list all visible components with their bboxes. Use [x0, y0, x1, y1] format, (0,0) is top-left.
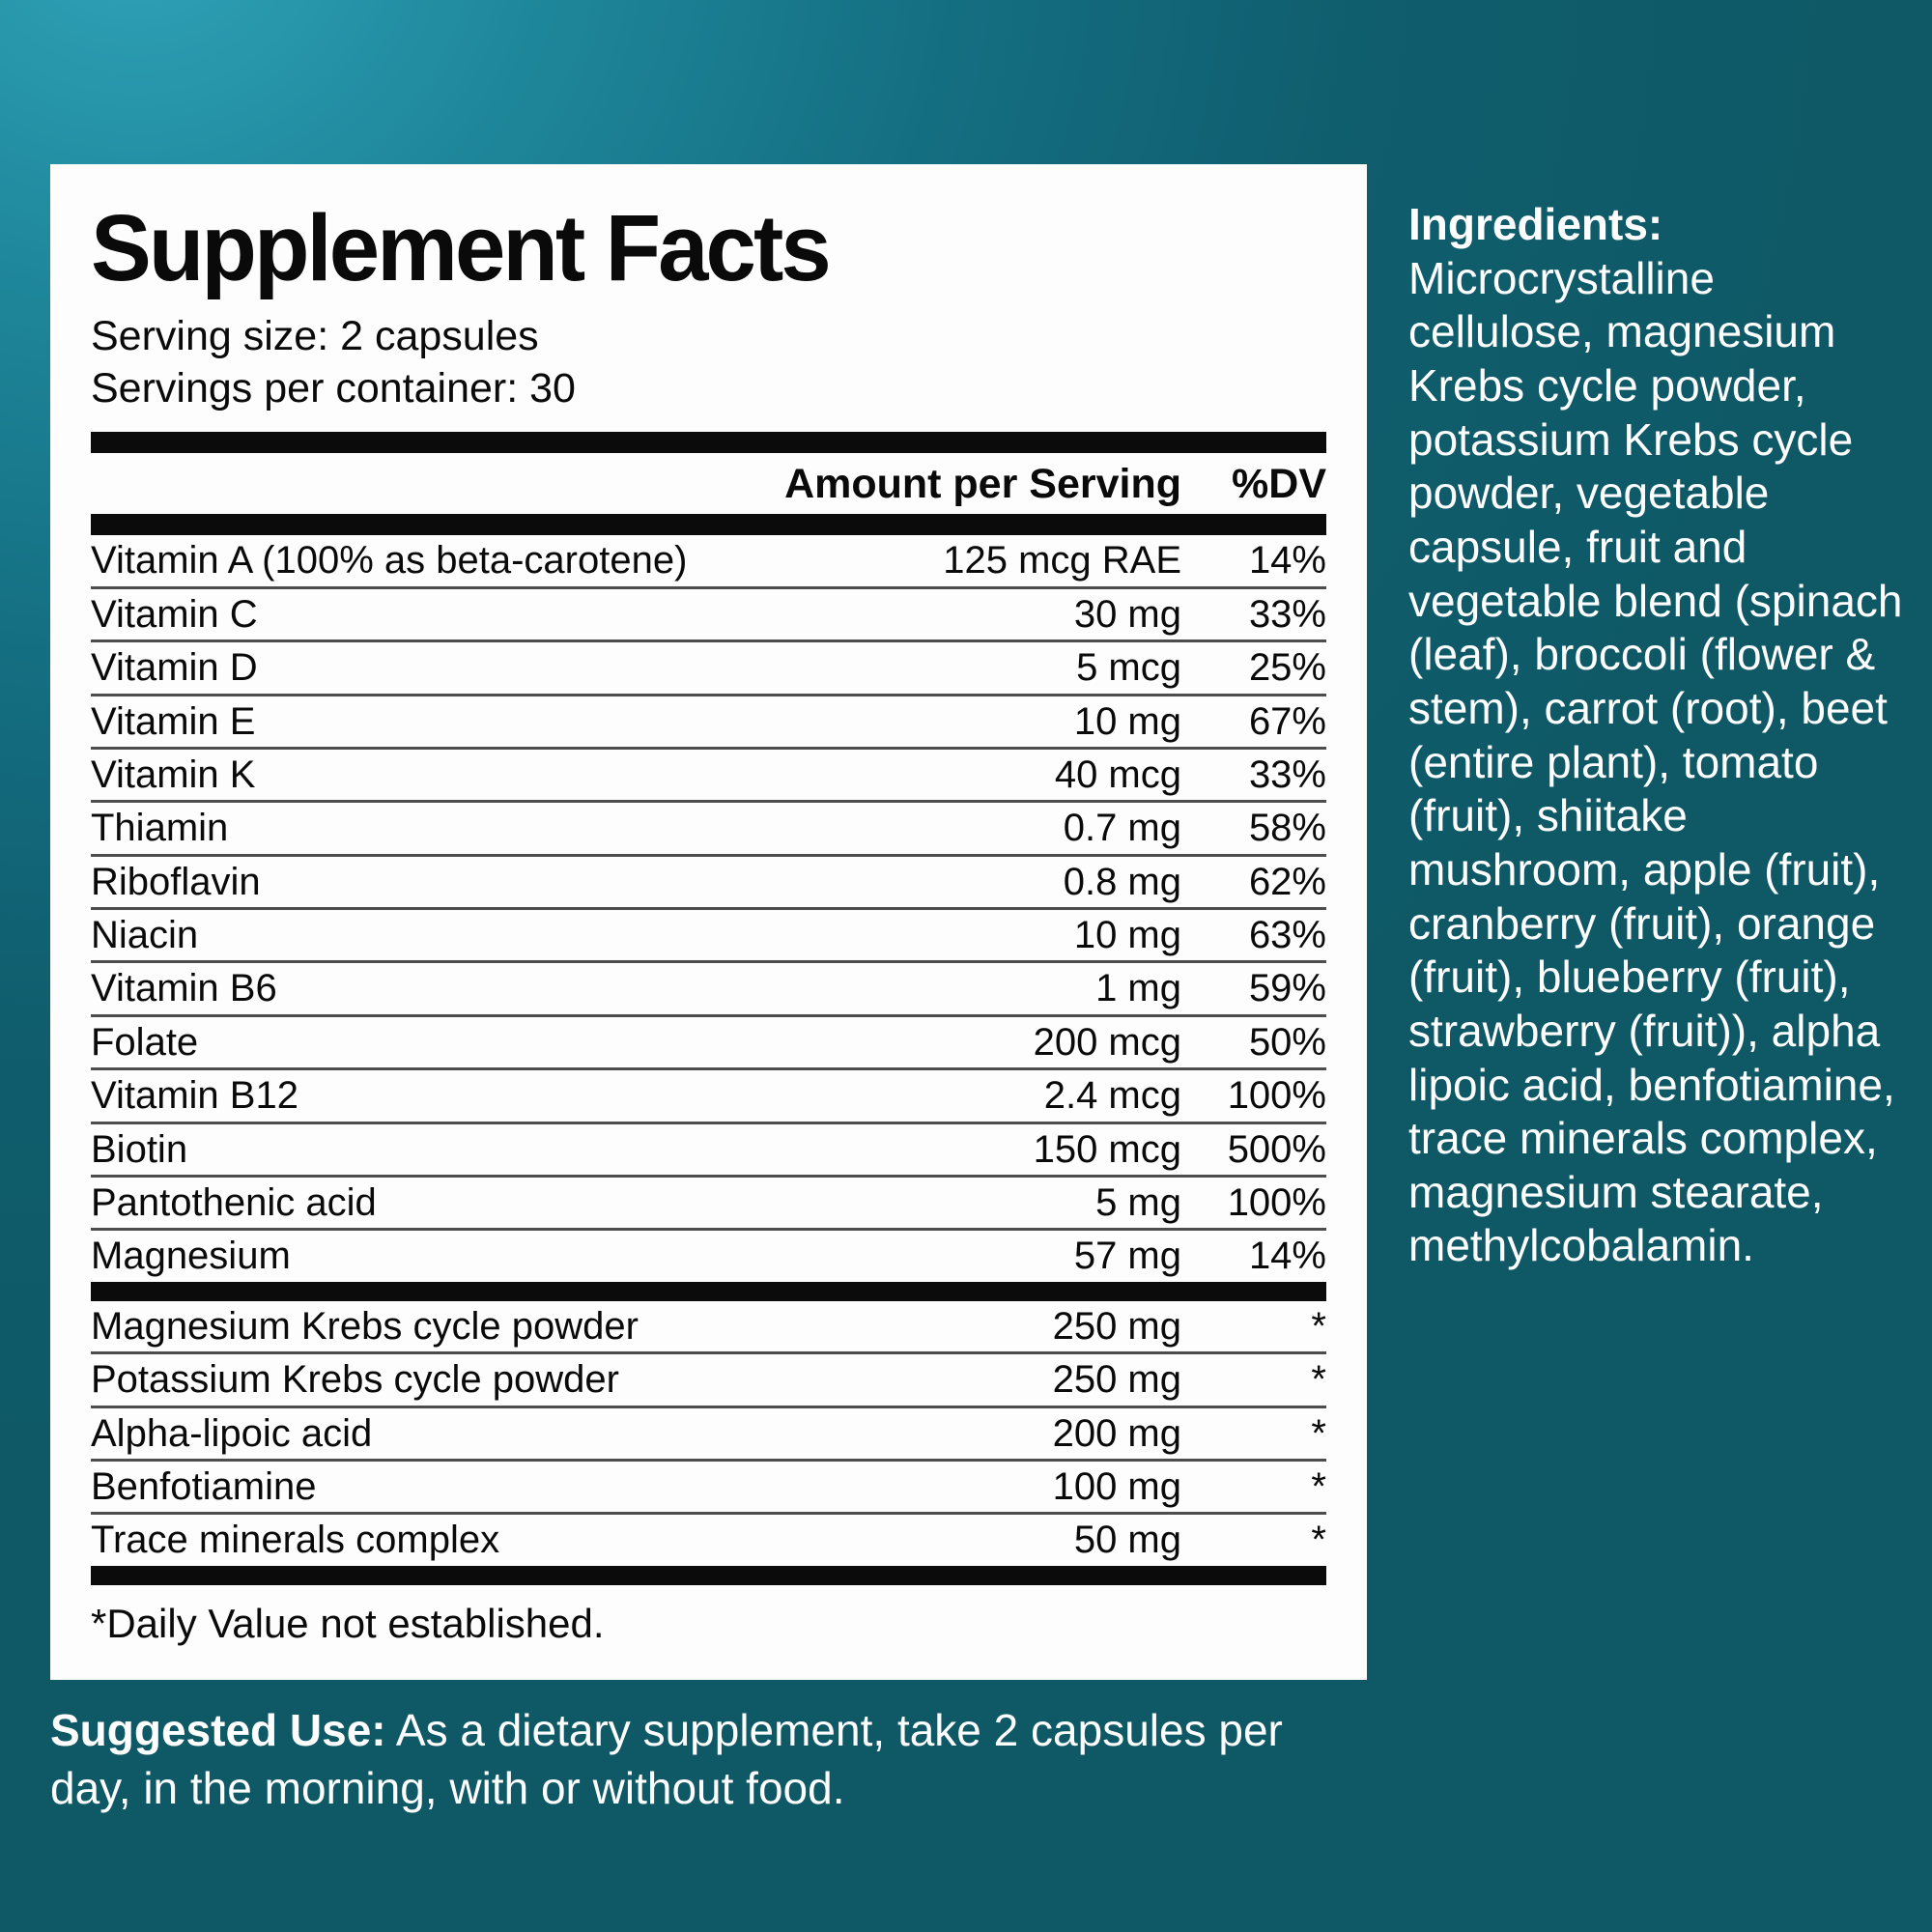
nutrient-dv: 62%: [1248, 860, 1326, 903]
table-row: Folate 200 mcg 50%: [91, 1013, 1326, 1067]
nutrient-amount: 10 mg: [1073, 914, 1181, 957]
nutrient-dv: 59%: [1248, 967, 1326, 1010]
nutrient-dv: 100%: [1227, 1074, 1326, 1118]
nutrient-name: Biotin: [91, 1127, 188, 1171]
table-row: Vitamin A (100% as beta-carotene) 125 mcg…: [91, 535, 1326, 585]
nutrient-amount: 250 mg: [1052, 1304, 1181, 1348]
nutrient-dv: *: [1311, 1358, 1326, 1402]
header-amount-per-serving: Amount per Serving: [784, 461, 1181, 508]
nutrient-amount: 150 mcg: [1033, 1127, 1181, 1171]
nutrient-amount: 1 mg: [1095, 967, 1181, 1010]
nutrient-amount: 100 mg: [1052, 1464, 1181, 1508]
ingredients-text: Microcrystalline cellulose, magnesium Kr…: [1408, 252, 1903, 1271]
table-row: Potassium Krebs cycle powder 250 mg *: [91, 1351, 1326, 1405]
nutrient-dv: 67%: [1248, 699, 1326, 743]
nutrient-amount: 5 mg: [1095, 1181, 1181, 1225]
nutrient-amount: 10 mg: [1073, 699, 1181, 743]
blend-rows: Magnesium Krebs cycle powder 250 mg * Potas…: [91, 1301, 1326, 1566]
nutrient-name: Vitamin C: [91, 592, 258, 636]
nutrient-amount: 5 mcg: [1076, 646, 1181, 690]
nutrient-name: Magnesium: [91, 1235, 291, 1278]
nutrient-amount: 0.8 mg: [1063, 860, 1181, 903]
suggested-use-section: Suggested Use: As a dietary supplement, …: [50, 1702, 1301, 1818]
nutrient-dv: 100%: [1227, 1181, 1326, 1225]
nutrient-name: Vitamin B12: [91, 1074, 298, 1118]
table-row: Vitamin B6 1 mg 59%: [91, 960, 1326, 1013]
nutrient-amount: 2.4 mcg: [1043, 1074, 1181, 1118]
nutrient-name: Folate: [91, 1020, 199, 1064]
nutrient-name: Vitamin B6: [91, 967, 277, 1010]
nutrient-dv: 63%: [1248, 914, 1326, 957]
nutrient-dv: 14%: [1248, 539, 1326, 582]
divider-bar-middle: [91, 1281, 1326, 1301]
nutrient-dv: 33%: [1248, 592, 1326, 636]
nutrient-dv: 25%: [1248, 646, 1326, 690]
nutrient-name: Trace minerals complex: [91, 1519, 500, 1562]
table-row: Niacin 10 mg 63%: [91, 907, 1326, 960]
nutrient-name: Riboflavin: [91, 860, 261, 903]
panel-title: Supplement Facts: [91, 195, 832, 300]
nutrient-dv: *: [1311, 1304, 1326, 1348]
nutrient-name: Vitamin K: [91, 753, 256, 796]
table-row: Magnesium 57 mg 14%: [91, 1228, 1326, 1281]
nutrient-amount: 57 mg: [1073, 1235, 1181, 1278]
nutrient-amount: 0.7 mg: [1063, 807, 1181, 850]
nutrient-amount: 30 mg: [1073, 592, 1181, 636]
divider-bar-header: [91, 514, 1326, 536]
table-row: Vitamin C 30 mg 33%: [91, 585, 1326, 639]
nutrient-name: Magnesium Krebs cycle powder: [91, 1304, 639, 1348]
table-row: Trace minerals complex 50 mg *: [91, 1512, 1326, 1565]
divider-bar-top: [91, 432, 1326, 454]
table-row: Biotin 150 mcg 500%: [91, 1121, 1326, 1175]
nutrient-name: Niacin: [91, 914, 199, 957]
table-row: Vitamin K 40 mcg 33%: [91, 746, 1326, 800]
table-row: Vitamin B12 2.4 mcg 100%: [91, 1067, 1326, 1121]
table-row: Vitamin E 10 mg 67%: [91, 693, 1326, 747]
daily-value-footnote: *Daily Value not established.: [91, 1600, 605, 1646]
table-header-row: Amount per Serving %DV: [91, 453, 1326, 514]
nutrient-dv: 500%: [1227, 1127, 1326, 1171]
nutrient-name: Alpha-lipoic acid: [91, 1411, 373, 1455]
header-percent-dv: %DV: [1232, 461, 1326, 508]
nutrient-amount: 50 mg: [1073, 1519, 1181, 1562]
vitamin-rows: Vitamin A (100% as beta-carotene) 125 mcg…: [91, 535, 1326, 1281]
nutrient-dv: 58%: [1248, 807, 1326, 850]
table-row: Riboflavin 0.8 mg 62%: [91, 853, 1326, 907]
servings-per-container: Servings per container: 30: [91, 365, 576, 412]
nutrient-amount: 125 mcg RAE: [943, 539, 1181, 582]
ingredients-heading: Ingredients:: [1408, 199, 1663, 249]
table-row: Magnesium Krebs cycle powder 250 mg *: [91, 1301, 1326, 1351]
nutrient-amount: 250 mg: [1052, 1358, 1181, 1402]
nutrient-name: Potassium Krebs cycle powder: [91, 1358, 619, 1402]
nutrient-dv: *: [1311, 1519, 1326, 1562]
suggested-use-label: Suggested Use:: [50, 1705, 386, 1755]
nutrient-dv: 14%: [1248, 1235, 1326, 1278]
nutrition-table: Amount per Serving %DV Vitamin A (100% a…: [91, 432, 1326, 1646]
nutrient-name: Benfotiamine: [91, 1464, 317, 1508]
nutrient-dv: 50%: [1248, 1020, 1326, 1064]
table-row: Vitamin D 5 mcg 25%: [91, 639, 1326, 693]
nutrient-name: Vitamin E: [91, 699, 256, 743]
nutrient-name: Vitamin D: [91, 646, 258, 690]
nutrient-name: Pantothenic acid: [91, 1181, 377, 1225]
table-row: Alpha-lipoic acid 200 mg *: [91, 1405, 1326, 1459]
nutrient-amount: 200 mcg: [1033, 1020, 1181, 1064]
nutrient-amount: 40 mcg: [1054, 753, 1181, 796]
nutrient-name: Thiamin: [91, 807, 229, 850]
serving-size: Serving size: 2 capsules: [91, 313, 539, 359]
supplement-facts-panel: Supplement Facts Serving size: 2 capsule…: [50, 164, 1367, 1680]
suggested-use-text: As a dietary supplement, take 2 capsules…: [50, 1705, 1283, 1813]
nutrient-amount: 200 mg: [1052, 1411, 1181, 1455]
nutrient-dv: *: [1311, 1464, 1326, 1508]
nutrient-dv: *: [1311, 1411, 1326, 1455]
table-row: Benfotiamine 100 mg *: [91, 1458, 1326, 1512]
ingredients-section: Ingredients: Microcrystalline cellulose,…: [1408, 198, 1911, 1273]
table-row: Pantothenic acid 5 mg 100%: [91, 1175, 1326, 1228]
table-row: Thiamin 0.7 mg 58%: [91, 800, 1326, 853]
nutrient-name: Vitamin A (100% as beta-carotene): [91, 539, 688, 582]
divider-bar-bottom: [91, 1565, 1326, 1585]
nutrient-dv: 33%: [1248, 753, 1326, 796]
